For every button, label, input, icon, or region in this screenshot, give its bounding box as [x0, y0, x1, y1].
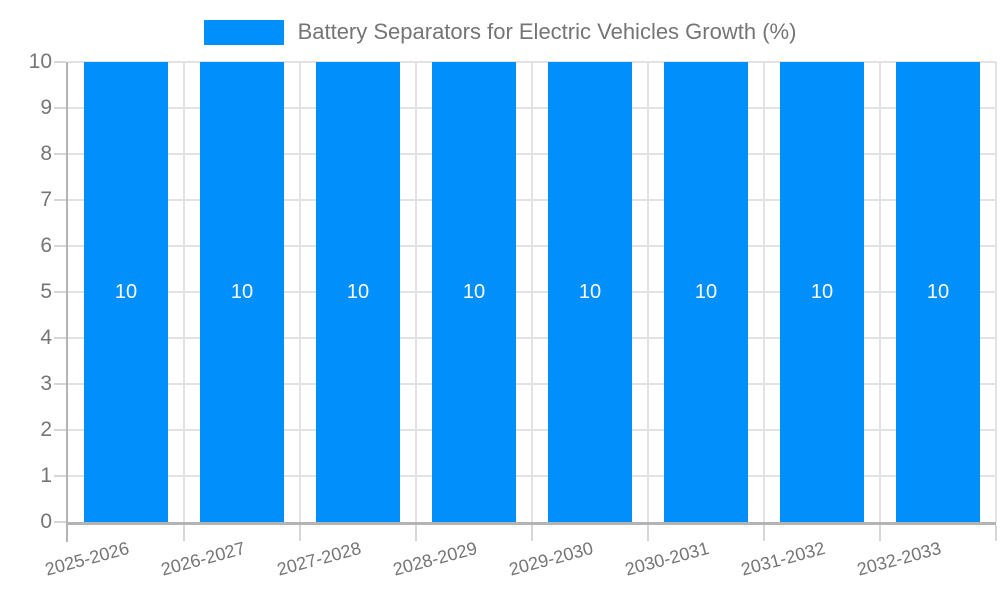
y-tick-mark — [54, 107, 66, 109]
y-tick-label: 8 — [40, 142, 52, 165]
y-tick-mark — [54, 337, 66, 339]
y-tick-label: 5 — [40, 280, 52, 303]
y-tick-mark — [54, 429, 66, 431]
x-gridline — [763, 62, 765, 522]
x-gridline — [995, 62, 997, 522]
bar-value-label: 10 — [926, 281, 950, 303]
bar[interactable]: 10 — [432, 62, 516, 522]
x-tick-mark — [415, 525, 417, 541]
bar-value-label: 10 — [114, 281, 138, 303]
x-gridline — [531, 62, 533, 522]
legend-label: Battery Separators for Electric Vehicles… — [297, 19, 797, 44]
y-tick-mark — [54, 199, 66, 201]
y-tick-label: 1 — [40, 464, 52, 487]
bar[interactable]: 10 — [780, 62, 864, 522]
y-tick-mark — [54, 245, 66, 247]
x-tick-mark — [995, 525, 997, 541]
x-gridline — [299, 62, 301, 522]
x-gridline — [415, 62, 417, 522]
bar-value-label: 10 — [810, 281, 834, 303]
y-tick-label: 2 — [40, 418, 52, 441]
y-tick-mark — [54, 291, 66, 293]
x-tick-mark — [647, 525, 649, 541]
y-tick-label: 4 — [40, 326, 52, 349]
y-tick-mark — [54, 383, 66, 385]
y-tick-label: 9 — [40, 96, 52, 119]
x-tick-mark — [531, 525, 533, 541]
x-gridline — [183, 62, 185, 522]
x-tick-mark — [299, 525, 301, 541]
legend-item[interactable]: Battery Separators for Electric Vehicles… — [0, 16, 1000, 48]
bar[interactable]: 10 — [664, 62, 748, 522]
x-gridline — [647, 62, 649, 522]
y-tick-mark — [54, 61, 66, 63]
y-axis-line — [66, 62, 68, 542]
y-tick-label: 6 — [40, 234, 52, 257]
bar-value-label: 10 — [230, 281, 254, 303]
bar[interactable]: 10 — [548, 62, 632, 522]
bar[interactable]: 10 — [896, 62, 980, 522]
y-tick-mark — [54, 153, 66, 155]
bar-value-label: 10 — [462, 281, 486, 303]
x-tick-mark — [763, 525, 765, 541]
bar[interactable]: 10 — [316, 62, 400, 522]
bar[interactable]: 10 — [84, 62, 168, 522]
bar-value-label: 10 — [346, 281, 370, 303]
y-tick-label: 10 — [28, 50, 52, 73]
legend-swatch — [203, 19, 284, 45]
y-tick-label: 7 — [40, 188, 52, 211]
y-tick-mark — [54, 475, 66, 477]
x-tick-mark — [183, 525, 185, 541]
y-tick-mark — [54, 521, 66, 523]
bar-value-label: 10 — [578, 281, 602, 303]
bar-value-label: 10 — [694, 281, 718, 303]
x-tick-mark — [879, 525, 881, 541]
x-axis-line — [66, 522, 996, 525]
y-tick-label: 3 — [40, 372, 52, 395]
y-tick-label: 0 — [40, 510, 52, 533]
bar[interactable]: 10 — [200, 62, 284, 522]
x-gridline — [879, 62, 881, 522]
